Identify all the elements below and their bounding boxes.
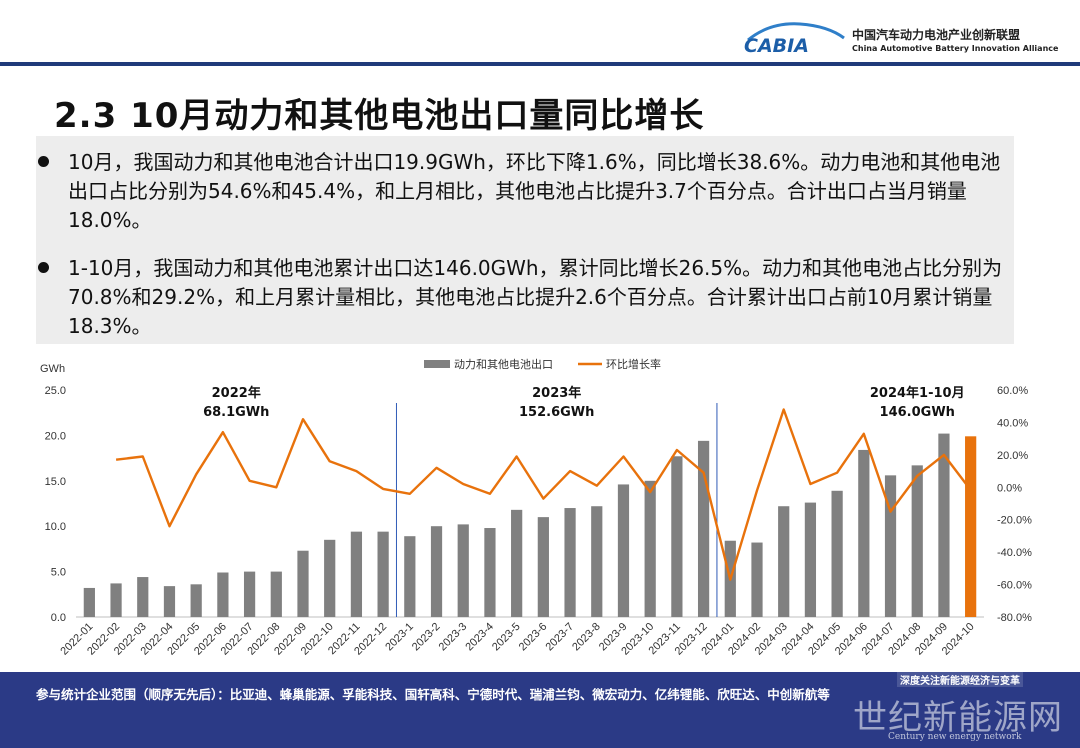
annotation-value: 68.1GWh	[203, 405, 269, 420]
x-tick-label: 2023-2	[410, 621, 443, 654]
y2-tick-label: -60.0%	[997, 580, 1032, 592]
bar	[217, 572, 229, 617]
x-tick-label: 2023-8	[570, 621, 603, 654]
org-name-cn: 中国汽车动力电池产业创新联盟	[852, 28, 1021, 42]
y2-tick-label: 20.0%	[997, 450, 1028, 462]
bar	[324, 539, 336, 617]
x-tick-label: 2023-7	[543, 621, 576, 654]
y-axis-label: GWh	[40, 363, 65, 375]
bar	[163, 586, 176, 617]
bar	[831, 490, 843, 617]
bar	[297, 550, 309, 617]
bar	[778, 506, 790, 617]
bar	[938, 433, 950, 617]
bar	[617, 484, 630, 617]
bar	[591, 506, 603, 617]
y-tick-label: 10.0	[45, 521, 66, 533]
bullet-box: 10月，我国动力和其他电池合计出口19.9GWh，环比下降1.6%，同比增长38…	[36, 136, 1014, 344]
bar	[751, 542, 763, 617]
annotation-label: 2022年	[212, 385, 261, 401]
footer-bar	[0, 672, 1080, 748]
cabia-logo: CABIA 中国汽车动力电池产业创新联盟 China Automotive Ba…	[740, 18, 1070, 58]
x-tick-label: 2023-3	[437, 621, 470, 654]
header-divider	[0, 62, 1080, 66]
y-tick-label: 20.0	[45, 430, 66, 442]
bullet-text: 10月，我国动力和其他电池合计出口19.9GWh，环比下降1.6%，同比增长38…	[68, 150, 1001, 232]
legend-swatch-bar	[424, 360, 450, 368]
bar	[644, 480, 656, 617]
y2-tick-label: 0.0%	[997, 482, 1022, 494]
bar	[430, 526, 443, 617]
bar	[457, 524, 469, 617]
legend-label: 环比增长率	[606, 357, 661, 371]
slide-title: 2.3 10月动力和其他电池出口量同比增长	[54, 96, 705, 136]
annotation-value: 152.6GWh	[519, 405, 594, 420]
y2-tick-label: 40.0%	[997, 417, 1028, 429]
bar	[243, 571, 256, 617]
car-logo-icon: CABIA	[744, 22, 845, 57]
x-tick-label: 2023-5	[490, 621, 523, 654]
y-tick-label: 5.0	[51, 567, 66, 579]
bar	[484, 528, 496, 617]
watermark-main: 世纪新能源网	[853, 698, 1063, 738]
bar	[377, 531, 389, 617]
y2-tick-label: -20.0%	[997, 515, 1032, 527]
bar	[911, 465, 923, 617]
export-chart: GWh 0.0 5.0 10.0 15.0 20.0 25.0 -80.0% -60.0% -40…	[40, 357, 1032, 658]
bar	[137, 577, 149, 617]
bar	[190, 584, 202, 617]
bar	[884, 475, 897, 617]
watermark-en: Century new energy network	[888, 732, 1022, 742]
watermark-tagline: 深度关注新能源经济与变革	[897, 672, 1023, 687]
org-name-en: China Automotive Battery Innovation Alli…	[852, 44, 1059, 53]
bullet-dot-icon	[38, 156, 49, 167]
bar	[270, 571, 282, 617]
bar	[965, 436, 977, 617]
y2-tick-label: 60.0%	[997, 385, 1028, 397]
y-tick-label: 0.0	[51, 612, 66, 624]
bar	[537, 517, 549, 617]
bar	[511, 509, 523, 617]
bar	[564, 508, 576, 617]
bar	[671, 456, 683, 617]
x-tick-label: 2023-1	[383, 621, 416, 654]
y2-tick-label: -40.0%	[997, 547, 1032, 559]
x-tick-label: 2023-4	[463, 621, 496, 654]
growth-rate-line	[115, 408, 972, 581]
y2-tick-label: -80.0%	[997, 612, 1032, 624]
x-tick-label: 2023-6	[517, 621, 550, 654]
annotation-label: 2023年	[532, 385, 581, 401]
bar	[350, 531, 363, 617]
bar	[404, 536, 416, 617]
bar	[83, 587, 95, 617]
annotation-value: 146.0GWh	[880, 405, 955, 420]
header-bar: CABIA 中国汽车动力电池产业创新联盟 China Automotive Ba…	[0, 0, 1080, 62]
bullet-text: 1-10月，我国动力和其他电池累计出口达146.0GWh，累计同比增长26.5%…	[68, 256, 1003, 338]
annotation-label: 2024年1-10月	[870, 385, 965, 401]
bar	[858, 449, 870, 617]
bar	[697, 440, 710, 617]
bar	[110, 583, 122, 617]
footer-text: 参与统计企业范围（顺序无先后）：比亚迪、蜂巢能源、孚能科技、国轩高科、宁德时代、…	[36, 687, 830, 702]
y-tick-label: 25.0	[45, 385, 66, 397]
bullet-dot-icon	[38, 262, 49, 273]
bar	[804, 502, 817, 617]
legend-label: 动力和其他电池出口	[454, 357, 553, 371]
y-tick-label: 15.0	[45, 476, 66, 488]
logo-mark: CABIA	[744, 35, 809, 57]
